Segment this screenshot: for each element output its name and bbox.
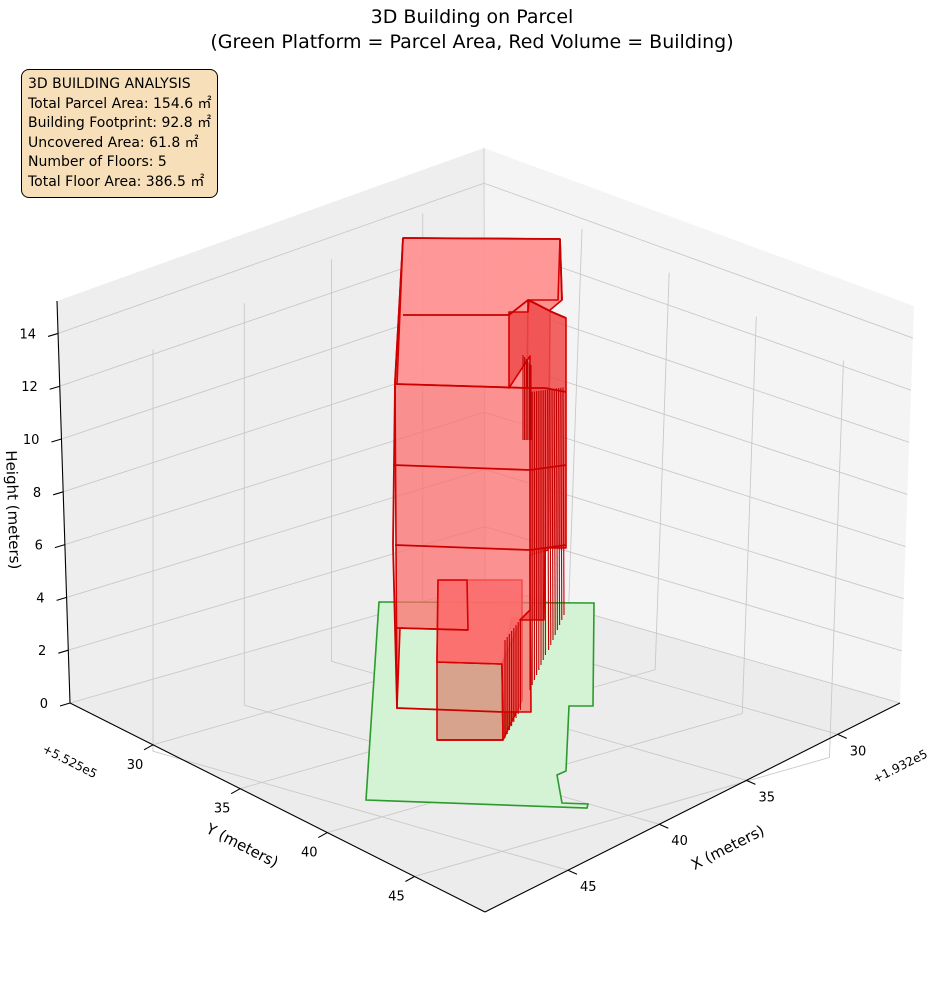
z-tick-mark xyxy=(59,702,71,707)
curved-wall-edge xyxy=(549,389,552,646)
z-tick-mark xyxy=(54,544,66,549)
curved-wall-edge xyxy=(553,388,556,636)
floor-slab-0 xyxy=(396,627,469,631)
z-tick-mark xyxy=(58,649,69,654)
x-tick-mark xyxy=(659,823,669,829)
building-lower-left-face xyxy=(436,661,504,741)
curved-wall-edge xyxy=(558,388,561,626)
z-tick-label: 2 xyxy=(38,644,46,659)
z-tick-label: 4 xyxy=(36,591,44,606)
z-tick-label: 10 xyxy=(23,433,40,448)
z-axis-label: Height (meters) xyxy=(2,450,24,570)
curved-wall-edge xyxy=(547,389,550,651)
z-tick-label: 8 xyxy=(33,486,41,501)
chart-subtitle: (Green Platform = Parcel Area, Red Volum… xyxy=(210,31,734,53)
z-tick-mark xyxy=(47,332,59,337)
y-axis-label: Y (meters) xyxy=(202,819,281,871)
x-tick-mark xyxy=(837,733,847,739)
floor-slabs xyxy=(392,237,567,741)
axis-ticks xyxy=(47,332,847,882)
x-tick-label: 40 xyxy=(671,834,688,849)
x-tick-label: 35 xyxy=(758,790,775,805)
y-tick-label: 35 xyxy=(214,802,231,817)
x-grid-line xyxy=(331,259,747,781)
y-tick-mark xyxy=(230,788,241,795)
x-tick-mark xyxy=(746,779,756,785)
y-offset-label: +5.525e5 xyxy=(40,742,99,781)
y-tick-mark xyxy=(405,875,415,882)
curved-wall-edge xyxy=(555,388,558,631)
z-tick-mark xyxy=(49,385,60,390)
axes xyxy=(56,300,901,913)
x-axis-label: X (meters) xyxy=(688,821,767,873)
curved-wall-edge xyxy=(560,387,563,621)
building-vertical-edges xyxy=(504,355,565,738)
curved-wall-edge xyxy=(562,387,565,616)
floor-slab-5 xyxy=(402,237,561,240)
x-offset-label: +1.932e5 xyxy=(871,747,930,786)
y-axis-line xyxy=(69,702,486,913)
left-back-pane xyxy=(57,148,485,703)
analysis-parcel-area: Total Parcel Area: 154.6 ㎡ xyxy=(28,95,212,112)
building-right-edge xyxy=(559,238,563,301)
z-tick-mark xyxy=(53,491,64,496)
y-grid-line xyxy=(414,360,844,877)
building-analysis-box: 3D BUILDING ANALYSIS Total Parcel Area: … xyxy=(21,69,218,198)
x-axis-line xyxy=(484,702,901,913)
analysis-footprint: Building Footprint: 92.8 ㎡ xyxy=(28,115,212,132)
tick-labels: 0 2 4 6 8 10 12 14 30 35 40 45 30 35 40 45 xyxy=(20,327,867,904)
z-axis-line xyxy=(56,300,71,704)
z-tick-mark xyxy=(51,438,62,443)
y-tick-label: 30 xyxy=(127,758,144,773)
analysis-uncovered: Uncovered Area: 61.8 ㎡ xyxy=(28,134,199,151)
chart-title: 3D Building on Parcel xyxy=(370,6,574,28)
y-tick-label: 45 xyxy=(388,889,405,904)
floor-slab-4 xyxy=(403,298,567,319)
analysis-floor-area: Total Floor Area: 386.5 ㎡ xyxy=(28,173,205,190)
z-tick-label: 12 xyxy=(21,380,38,395)
curved-wall-edge xyxy=(551,388,554,641)
building-left-edge xyxy=(392,237,504,713)
floor-slab-2 xyxy=(392,464,567,471)
y-tick-label: 40 xyxy=(301,846,318,861)
y-tick-mark xyxy=(143,744,154,751)
analysis-heading: 3D BUILDING ANALYSIS xyxy=(28,76,191,92)
x-grid-line xyxy=(152,349,569,871)
floor-slab-1 xyxy=(394,544,567,551)
x-tick-label: 45 xyxy=(580,880,597,895)
y-tick-mark xyxy=(318,832,328,839)
analysis-floors: Number of Floors: 5 xyxy=(28,154,167,171)
z-tick-mark xyxy=(56,596,67,601)
z-tick-label: 6 xyxy=(35,539,43,554)
x-tick-mark xyxy=(567,869,578,875)
z-tick-label: 14 xyxy=(20,327,37,342)
z-tick-label: 0 xyxy=(40,697,48,712)
floor-slab-3 xyxy=(394,383,567,393)
x-tick-label: 30 xyxy=(850,744,867,759)
